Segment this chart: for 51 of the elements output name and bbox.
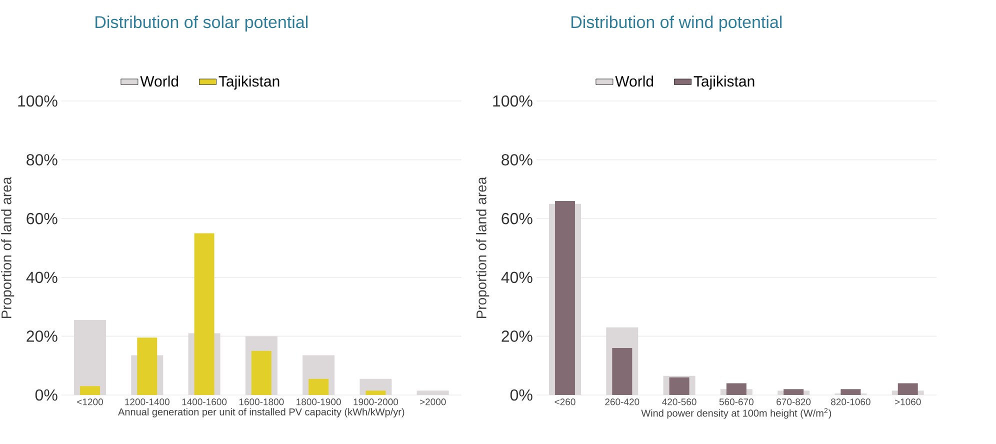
- y-tick-label: 40%: [26, 272, 58, 284]
- bar: [898, 383, 918, 395]
- y-axis-title: Proportion of land area: [476, 176, 490, 318]
- x-tick-label: <1200: [77, 398, 103, 406]
- bar: [137, 338, 158, 395]
- legend-label: World: [615, 76, 654, 87]
- bar: [416, 390, 449, 395]
- x-tick-label: 820-1060: [831, 398, 870, 406]
- x-tick-label: 1200-1400: [125, 398, 170, 406]
- bar: [366, 390, 386, 395]
- chart-title: Distribution of wind potential: [572, 16, 782, 32]
- legend-label: Tajikistan: [218, 76, 280, 90]
- x-tick-label: 670-820: [776, 398, 811, 406]
- bar: [251, 350, 272, 395]
- bar: [726, 383, 746, 395]
- bar: [194, 233, 214, 395]
- bar: [784, 389, 804, 395]
- x-tick-label: 1800-1900: [296, 398, 341, 406]
- x-tick-label: >2000: [420, 398, 446, 406]
- y-tick-label: 0%: [35, 389, 58, 401]
- y-tick-label: 100%: [18, 95, 58, 107]
- x-axis-title: Wind power density at 100m height (W/m$^{2}$): [641, 408, 832, 419]
- bar: [80, 386, 100, 395]
- y-tick-label: 60%: [502, 212, 532, 224]
- x-tick-label: >1060: [894, 398, 921, 406]
- y-tick-label: 0%: [510, 389, 532, 401]
- x-tick-label: 1400-1600: [182, 398, 227, 406]
- y-tick-label: 40%: [501, 272, 532, 284]
- chart-title: Distribution of solar potential: [96, 16, 308, 32]
- legend-label: Tajikistan: [694, 76, 754, 90]
- y-tick-label: 20%: [26, 330, 58, 342]
- x-tick-label: 260-420: [605, 398, 640, 406]
- y-axis-title: Proportion of land area: [1, 176, 14, 318]
- y-tick-label: 100%: [493, 95, 532, 107]
- bar: [840, 389, 861, 395]
- bar: [308, 378, 329, 395]
- y-tick-label: 60%: [26, 212, 58, 224]
- y-tick-label: 80%: [502, 154, 532, 166]
- bar: [555, 200, 576, 395]
- y-tick-label: 20%: [502, 330, 532, 342]
- x-tick-label: 560-670: [719, 398, 754, 406]
- y-tick-label: 80%: [26, 154, 58, 166]
- bar: [74, 320, 106, 395]
- x-tick-label: 1900-2000: [354, 398, 398, 406]
- x-axis-title: Annual generation per unit of installed PV capacity (kWh/kWp/yr): [118, 408, 404, 418]
- bar: [612, 348, 632, 395]
- x-tick-label: <260: [554, 398, 576, 406]
- bar: [669, 377, 690, 395]
- x-tick-label: 1600-1800: [239, 398, 284, 406]
- x-tick-label: 420-560: [662, 398, 696, 406]
- legend-label: World: [140, 76, 178, 87]
